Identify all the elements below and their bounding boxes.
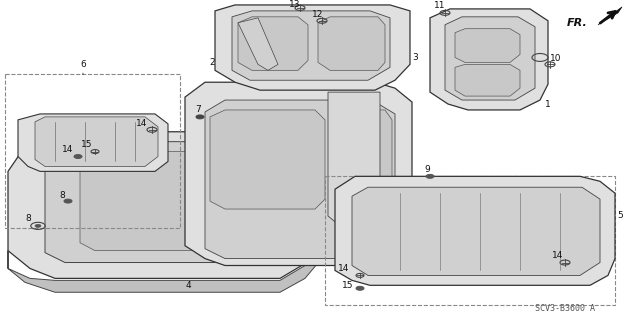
Polygon shape [455,64,520,96]
Text: 2: 2 [209,58,215,67]
Circle shape [74,154,82,159]
Text: 1: 1 [545,100,551,108]
Text: 10: 10 [550,54,562,63]
Circle shape [196,115,204,119]
Text: 6: 6 [80,60,86,69]
Text: 15: 15 [342,281,354,290]
Polygon shape [455,29,520,63]
Polygon shape [220,152,298,251]
Text: 5: 5 [617,211,623,220]
Text: 14: 14 [136,119,148,128]
Text: 8: 8 [25,214,31,223]
Polygon shape [335,110,392,209]
Text: 4: 4 [185,281,191,290]
Polygon shape [205,100,395,259]
Polygon shape [352,187,600,275]
Polygon shape [318,17,385,70]
Polygon shape [238,18,278,70]
Text: 9: 9 [424,165,430,174]
Text: 15: 15 [81,140,93,149]
Polygon shape [18,114,168,171]
Text: 14: 14 [339,264,349,273]
Polygon shape [335,176,615,285]
Circle shape [35,224,41,227]
Polygon shape [8,243,320,292]
Text: SCV3-B3600 A: SCV3-B3600 A [535,304,595,313]
Polygon shape [45,142,305,263]
Text: 7: 7 [195,106,201,115]
Text: 12: 12 [312,10,324,19]
Polygon shape [215,5,410,90]
Text: FR.: FR. [567,18,588,28]
Polygon shape [8,132,320,278]
Text: 3: 3 [412,53,418,62]
Text: 8: 8 [59,191,65,200]
Polygon shape [328,92,380,231]
Polygon shape [598,7,622,25]
Polygon shape [430,9,548,110]
Text: 14: 14 [62,145,74,154]
Circle shape [356,286,364,290]
Polygon shape [232,11,390,80]
Text: 14: 14 [552,251,564,260]
Polygon shape [80,152,215,251]
Text: 11: 11 [435,1,445,11]
Polygon shape [238,17,308,70]
Polygon shape [445,17,535,100]
Polygon shape [210,110,325,209]
Text: 13: 13 [289,0,301,10]
Polygon shape [185,82,412,265]
Polygon shape [35,117,158,167]
Circle shape [64,199,72,203]
Circle shape [426,174,434,178]
